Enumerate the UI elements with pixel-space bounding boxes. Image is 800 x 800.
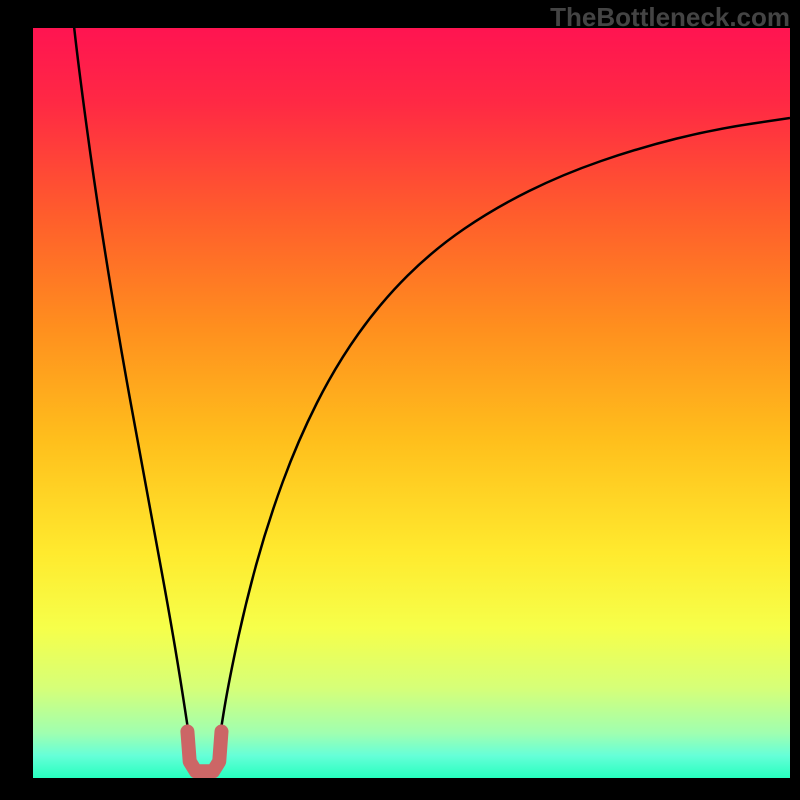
bottleneck-curve-plot [33,28,790,778]
plot-background [33,28,790,778]
chart-container: TheBottleneck.com [0,0,800,800]
watermark-text: TheBottleneck.com [550,2,790,33]
